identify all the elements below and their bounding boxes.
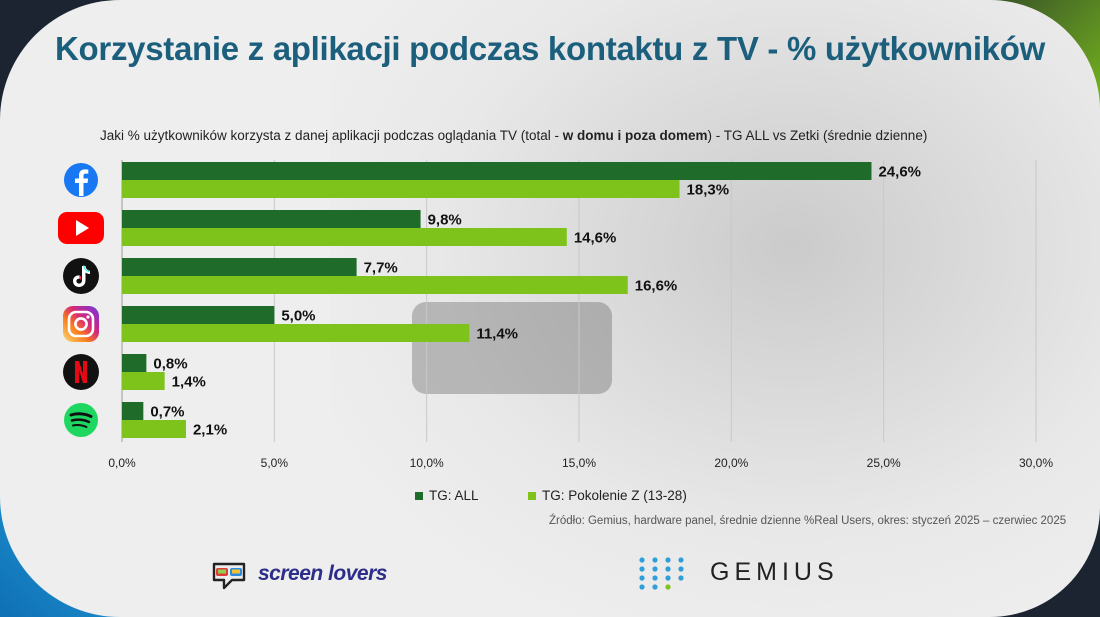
legend-item-pokolenie-z: TG: Pokolenie Z (13-28) xyxy=(528,488,687,503)
x-tick-label: 30,0% xyxy=(1019,456,1053,470)
data-label: 5,0% xyxy=(281,308,315,325)
x-tick-label: 0,0% xyxy=(108,456,136,470)
data-label: 7,7% xyxy=(364,260,398,277)
instagram-icon xyxy=(63,306,99,342)
bar-youtube-series-0 xyxy=(122,210,421,228)
bar-youtube-series-1 xyxy=(122,228,567,246)
tiktok-icon xyxy=(63,258,99,294)
data-label: 9,8% xyxy=(428,212,462,229)
youtube-icon xyxy=(58,212,104,244)
bar-facebook-series-0 xyxy=(122,162,872,180)
facebook-icon xyxy=(64,163,98,197)
screenlovers-wordmark: screen lovers xyxy=(258,562,387,585)
source-note: Źródło: Gemius, hardware panel, średnie … xyxy=(549,515,1067,527)
data-label: 1,4% xyxy=(172,374,206,391)
x-tick-label: 20,0% xyxy=(714,456,748,470)
page-title: Korzystanie z aplikacji podczas kontaktu… xyxy=(55,30,1045,67)
data-label: 11,4% xyxy=(476,326,518,343)
gemius-wordmark: GEMIUS xyxy=(710,558,839,586)
chart-subtitle: Jaki % użytkowników korzysta z danej apl… xyxy=(100,128,927,143)
data-label: 14,6% xyxy=(574,230,617,247)
netflix-icon xyxy=(63,354,99,390)
data-label: 18,3% xyxy=(687,182,730,199)
data-label: 16,6% xyxy=(635,278,678,295)
bar-netflix-series-0 xyxy=(122,354,147,372)
screenlovers-logo: screen lovers xyxy=(210,558,387,603)
legend-label-pokolenie-z: TG: Pokolenie Z (13-28) xyxy=(542,488,687,503)
subtitle-text-1: Jaki % użytkowników korzysta z danej apl… xyxy=(100,128,563,143)
bar-instagram-series-0 xyxy=(122,306,275,324)
data-label: 24,6% xyxy=(878,164,921,181)
bar-tiktok-series-0 xyxy=(122,258,357,276)
bar-netflix-series-1 xyxy=(122,372,165,390)
bar-instagram-series-1 xyxy=(122,324,470,342)
bar-spotify-series-0 xyxy=(122,402,144,420)
legend-item-tg-all: TG: ALL xyxy=(415,488,479,503)
bar-spotify-series-1 xyxy=(122,420,186,438)
bar-tiktok-series-1 xyxy=(122,276,628,294)
screenlovers-glasses-icon xyxy=(212,562,246,590)
gemius-logo: GEMIUS xyxy=(638,556,834,597)
data-label: 2,1% xyxy=(193,422,227,439)
gemius-dots-icon xyxy=(639,557,684,590)
data-label: 0,8% xyxy=(153,356,187,373)
background-photo xyxy=(330,0,1100,617)
subtitle-bold: w domu i poza domem xyxy=(562,128,708,143)
x-tick-label: 10,0% xyxy=(410,456,444,470)
x-tick-label: 5,0% xyxy=(261,456,289,470)
x-tick-label: 15,0% xyxy=(562,456,596,470)
x-tick-label: 25,0% xyxy=(867,456,901,470)
data-label: 0,7% xyxy=(150,404,184,421)
legend-swatch-tg-all xyxy=(415,492,423,501)
bar-facebook-series-1 xyxy=(122,180,680,198)
subtitle-text-2: ) - TG ALL vs Zetki (średnie dzienne) xyxy=(707,128,928,143)
legend-label-tg-all: TG: ALL xyxy=(429,488,479,503)
spotify-icon xyxy=(64,403,98,437)
legend-swatch-pokolenie-z xyxy=(528,492,536,501)
